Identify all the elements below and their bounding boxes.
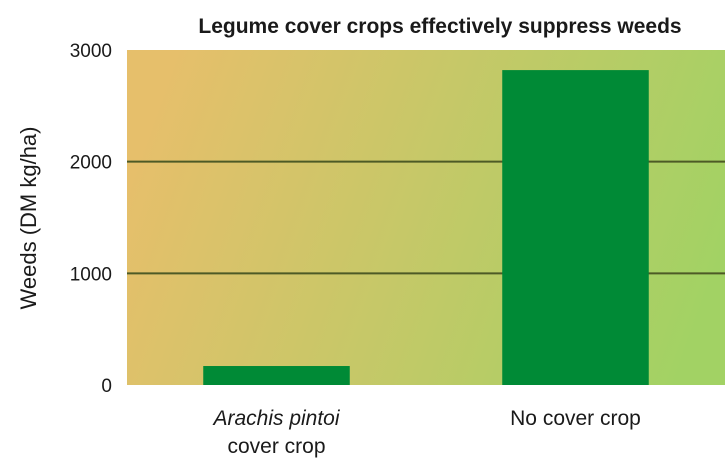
y-axis-ticks: 0 1000 2000 3000 — [70, 41, 112, 397]
chart-title: Legume cover crops effectively suppress … — [198, 15, 681, 38]
y-tick-label: 0 — [101, 376, 112, 397]
category-label: cover crop — [227, 435, 325, 458]
bars — [203, 70, 649, 385]
category-label: Arachis pintoi — [211, 407, 340, 430]
y-tick-label: 1000 — [70, 264, 112, 285]
bar-1 — [203, 366, 350, 385]
y-axis-label: Weeds (DM kg/ha) — [16, 127, 41, 310]
x-axis-categories: Arachis pintoi cover crop No cover crop — [211, 407, 640, 458]
bar-2 — [502, 70, 649, 385]
y-tick-label: 3000 — [70, 41, 112, 62]
category-label: No cover crop — [510, 407, 641, 430]
y-tick-label: 2000 — [70, 153, 112, 174]
